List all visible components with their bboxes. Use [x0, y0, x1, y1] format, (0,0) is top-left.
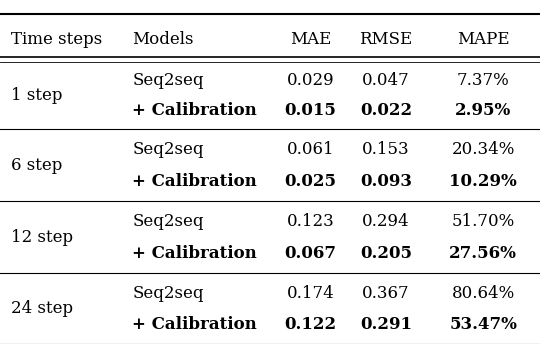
Text: 0.047: 0.047	[362, 72, 410, 89]
Text: 0.367: 0.367	[362, 285, 410, 302]
Text: Seq2seq: Seq2seq	[132, 285, 204, 302]
Text: 0.174: 0.174	[287, 285, 334, 302]
Text: MAE: MAE	[290, 31, 331, 48]
Text: 0.122: 0.122	[285, 316, 336, 333]
Text: MAPE: MAPE	[457, 31, 510, 48]
Text: 12 step: 12 step	[11, 229, 73, 246]
Text: 1 step: 1 step	[11, 87, 62, 104]
Text: Seq2seq: Seq2seq	[132, 72, 204, 89]
Text: 20.34%: 20.34%	[451, 141, 515, 158]
Text: 0.153: 0.153	[362, 141, 410, 158]
Text: Models: Models	[132, 31, 194, 48]
Text: + Calibration: + Calibration	[132, 245, 257, 262]
Text: + Calibration: + Calibration	[132, 316, 257, 333]
Text: 0.093: 0.093	[360, 172, 412, 190]
Text: 0.061: 0.061	[287, 141, 334, 158]
Text: RMSE: RMSE	[360, 31, 413, 48]
Text: Time steps: Time steps	[11, 31, 102, 48]
Text: Seq2seq: Seq2seq	[132, 213, 204, 230]
Text: 10.29%: 10.29%	[449, 172, 517, 190]
Text: 6 step: 6 step	[11, 157, 62, 174]
Text: 0.029: 0.029	[287, 72, 334, 89]
Text: 0.291: 0.291	[360, 316, 412, 333]
Text: 53.47%: 53.47%	[449, 316, 517, 333]
Text: Seq2seq: Seq2seq	[132, 141, 204, 158]
Text: 0.294: 0.294	[362, 213, 410, 230]
Text: 80.64%: 80.64%	[451, 285, 515, 302]
Text: 0.067: 0.067	[285, 245, 336, 262]
Text: 7.37%: 7.37%	[457, 72, 510, 89]
Text: 0.015: 0.015	[285, 102, 336, 119]
Text: 0.025: 0.025	[285, 172, 336, 190]
Text: 51.70%: 51.70%	[451, 213, 515, 230]
Text: + Calibration: + Calibration	[132, 172, 257, 190]
Text: 2.95%: 2.95%	[455, 102, 511, 119]
Text: 0.022: 0.022	[360, 102, 412, 119]
Text: 0.123: 0.123	[287, 213, 334, 230]
Text: + Calibration: + Calibration	[132, 102, 257, 119]
Text: 0.205: 0.205	[360, 245, 412, 262]
Text: 24 step: 24 step	[11, 300, 73, 317]
Text: 27.56%: 27.56%	[449, 245, 517, 262]
